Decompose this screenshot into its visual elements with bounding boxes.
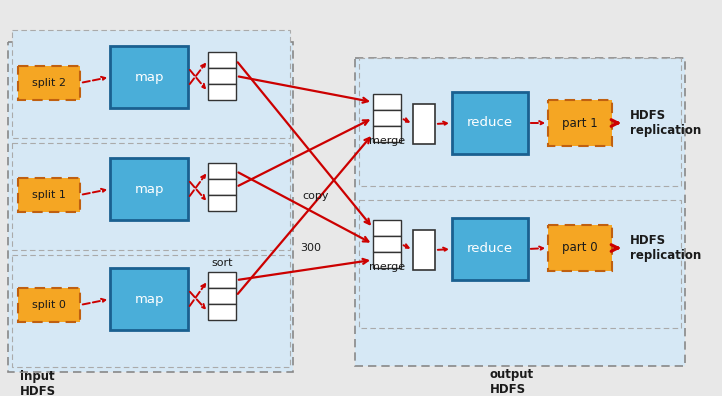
- Bar: [373, 110, 401, 126]
- Text: part 1: part 1: [562, 116, 598, 129]
- Bar: [8, 42, 293, 372]
- Bar: [18, 178, 80, 212]
- Text: map: map: [134, 70, 164, 84]
- Bar: [18, 66, 80, 100]
- Text: merge: merge: [369, 136, 405, 146]
- Bar: [208, 84, 236, 100]
- Text: HDFS
replication: HDFS replication: [630, 109, 701, 137]
- Bar: [373, 94, 401, 110]
- Bar: [208, 179, 236, 195]
- Text: map: map: [134, 183, 164, 196]
- Bar: [12, 143, 290, 250]
- Bar: [12, 255, 290, 367]
- Bar: [18, 288, 80, 322]
- Bar: [208, 52, 236, 68]
- Bar: [208, 163, 236, 179]
- Bar: [548, 100, 612, 146]
- Bar: [208, 288, 236, 304]
- Bar: [413, 230, 435, 270]
- Text: HDFS
replication: HDFS replication: [630, 234, 701, 262]
- Bar: [18, 66, 80, 100]
- Bar: [208, 68, 236, 84]
- Bar: [208, 272, 236, 288]
- Text: split 1: split 1: [32, 190, 66, 200]
- Text: output
HDFS: output HDFS: [490, 368, 534, 396]
- Bar: [373, 126, 401, 142]
- Bar: [359, 200, 681, 328]
- Bar: [359, 58, 681, 186]
- Bar: [208, 304, 236, 320]
- Bar: [373, 220, 401, 236]
- Text: map: map: [134, 293, 164, 305]
- Bar: [208, 195, 236, 211]
- Bar: [18, 178, 80, 212]
- Bar: [18, 288, 80, 322]
- Bar: [548, 225, 612, 271]
- Bar: [373, 252, 401, 268]
- Bar: [355, 58, 685, 366]
- Text: sort: sort: [212, 258, 232, 268]
- Bar: [413, 104, 435, 144]
- Bar: [548, 225, 612, 271]
- Text: split 0: split 0: [32, 300, 66, 310]
- Bar: [110, 158, 188, 220]
- Text: part 0: part 0: [562, 242, 598, 255]
- Text: split 2: split 2: [32, 78, 66, 88]
- Text: copy: copy: [302, 191, 329, 201]
- Bar: [452, 92, 528, 154]
- Bar: [12, 30, 290, 138]
- Bar: [373, 236, 401, 252]
- Text: reduce: reduce: [467, 242, 513, 255]
- Bar: [452, 218, 528, 280]
- Text: 300: 300: [300, 243, 321, 253]
- Text: merge: merge: [369, 262, 405, 272]
- Text: input
HDFS: input HDFS: [20, 370, 56, 396]
- Bar: [110, 46, 188, 108]
- Bar: [110, 268, 188, 330]
- Text: reduce: reduce: [467, 116, 513, 129]
- Bar: [548, 100, 612, 146]
